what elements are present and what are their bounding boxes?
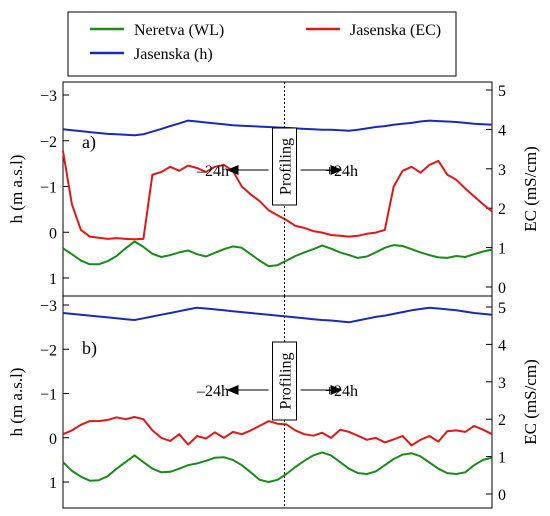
right-tick-label: 1 <box>498 450 506 467</box>
profiling-box <box>272 127 297 206</box>
y-axis-label-right: EC (mS/cm) <box>521 146 540 231</box>
left-tick-label: −2 <box>40 134 57 151</box>
y-axis-label-left: h (m a.s.l) <box>7 368 26 437</box>
right-tick-label: 5 <box>498 83 506 100</box>
left-tick-label: −1 <box>40 180 57 197</box>
left-tick-label: −3 <box>40 88 57 105</box>
chart-panel-b: −3 −2 −1 0 1 0 1 2 3 4 5 h (m a.s.l) EC (mS/cm) b) Pro… <box>7 295 540 509</box>
right-tick-label: 1 <box>498 241 506 258</box>
left-tick-label: −1 <box>40 387 57 404</box>
left-arrow-head <box>226 385 239 395</box>
right-tick-label: 2 <box>498 412 506 429</box>
left-tick-label: 0 <box>49 431 57 448</box>
series-line-jasenska-h <box>62 306 493 324</box>
left-tick-label: 0 <box>49 225 57 242</box>
left-arrow-head <box>226 165 239 175</box>
y-axis-label-left: h (m a.s.l) <box>7 155 26 224</box>
y-axis-label-right: EC (mS/cm) <box>521 359 540 444</box>
plus-24h-label: +24h <box>325 383 358 400</box>
right-tick-label: 4 <box>498 122 506 139</box>
series-line-neretva-wl <box>62 451 493 483</box>
right-tick-label: 3 <box>498 375 506 392</box>
right-arrow-head <box>330 165 343 175</box>
legend-box <box>67 11 457 77</box>
right-tick-label: 0 <box>498 487 506 504</box>
minus-24h-label: –24h <box>196 383 229 400</box>
right-tick-label: 0 <box>498 280 506 297</box>
legend-label: Jasenska (EC) <box>350 22 441 39</box>
profiling-label: Profiling <box>278 353 295 410</box>
right-tick-label: 2 <box>498 201 506 218</box>
series-line-neretva-wl <box>62 240 493 268</box>
panel-label: b) <box>82 338 97 359</box>
panel-label: a) <box>82 132 96 153</box>
right-tick-label: 4 <box>498 337 506 354</box>
right-tick-label: 5 <box>498 300 506 317</box>
chart-panel-a: −3 −2 −1 0 1 0 1 2 3 4 5 h (m a.s.l) EC (mS/cm) a) Pro… <box>7 81 540 297</box>
legend-label: Neretva (WL) <box>134 22 224 39</box>
minus-24h-label: –24h <box>196 163 229 180</box>
series-line-jasenska-ec <box>62 416 493 447</box>
series-line-jasenska-ec <box>62 150 493 241</box>
left-tick-label: 1 <box>49 271 57 288</box>
legend-label: Jasenska (h) <box>134 46 213 63</box>
profiling-label: Profiling <box>278 138 295 195</box>
legend: Neretva (WL) Jasenska (EC) Jasenska (h) <box>67 11 457 77</box>
plot-frame <box>62 295 493 509</box>
left-tick-label: −3 <box>40 298 57 315</box>
right-tick-label: 3 <box>498 162 506 179</box>
plus-24h-label: +24h <box>325 163 358 180</box>
profiling-box <box>272 341 297 421</box>
right-arrow-head <box>330 385 343 395</box>
left-tick-label: −2 <box>40 342 57 359</box>
left-tick-label: 1 <box>49 475 57 492</box>
